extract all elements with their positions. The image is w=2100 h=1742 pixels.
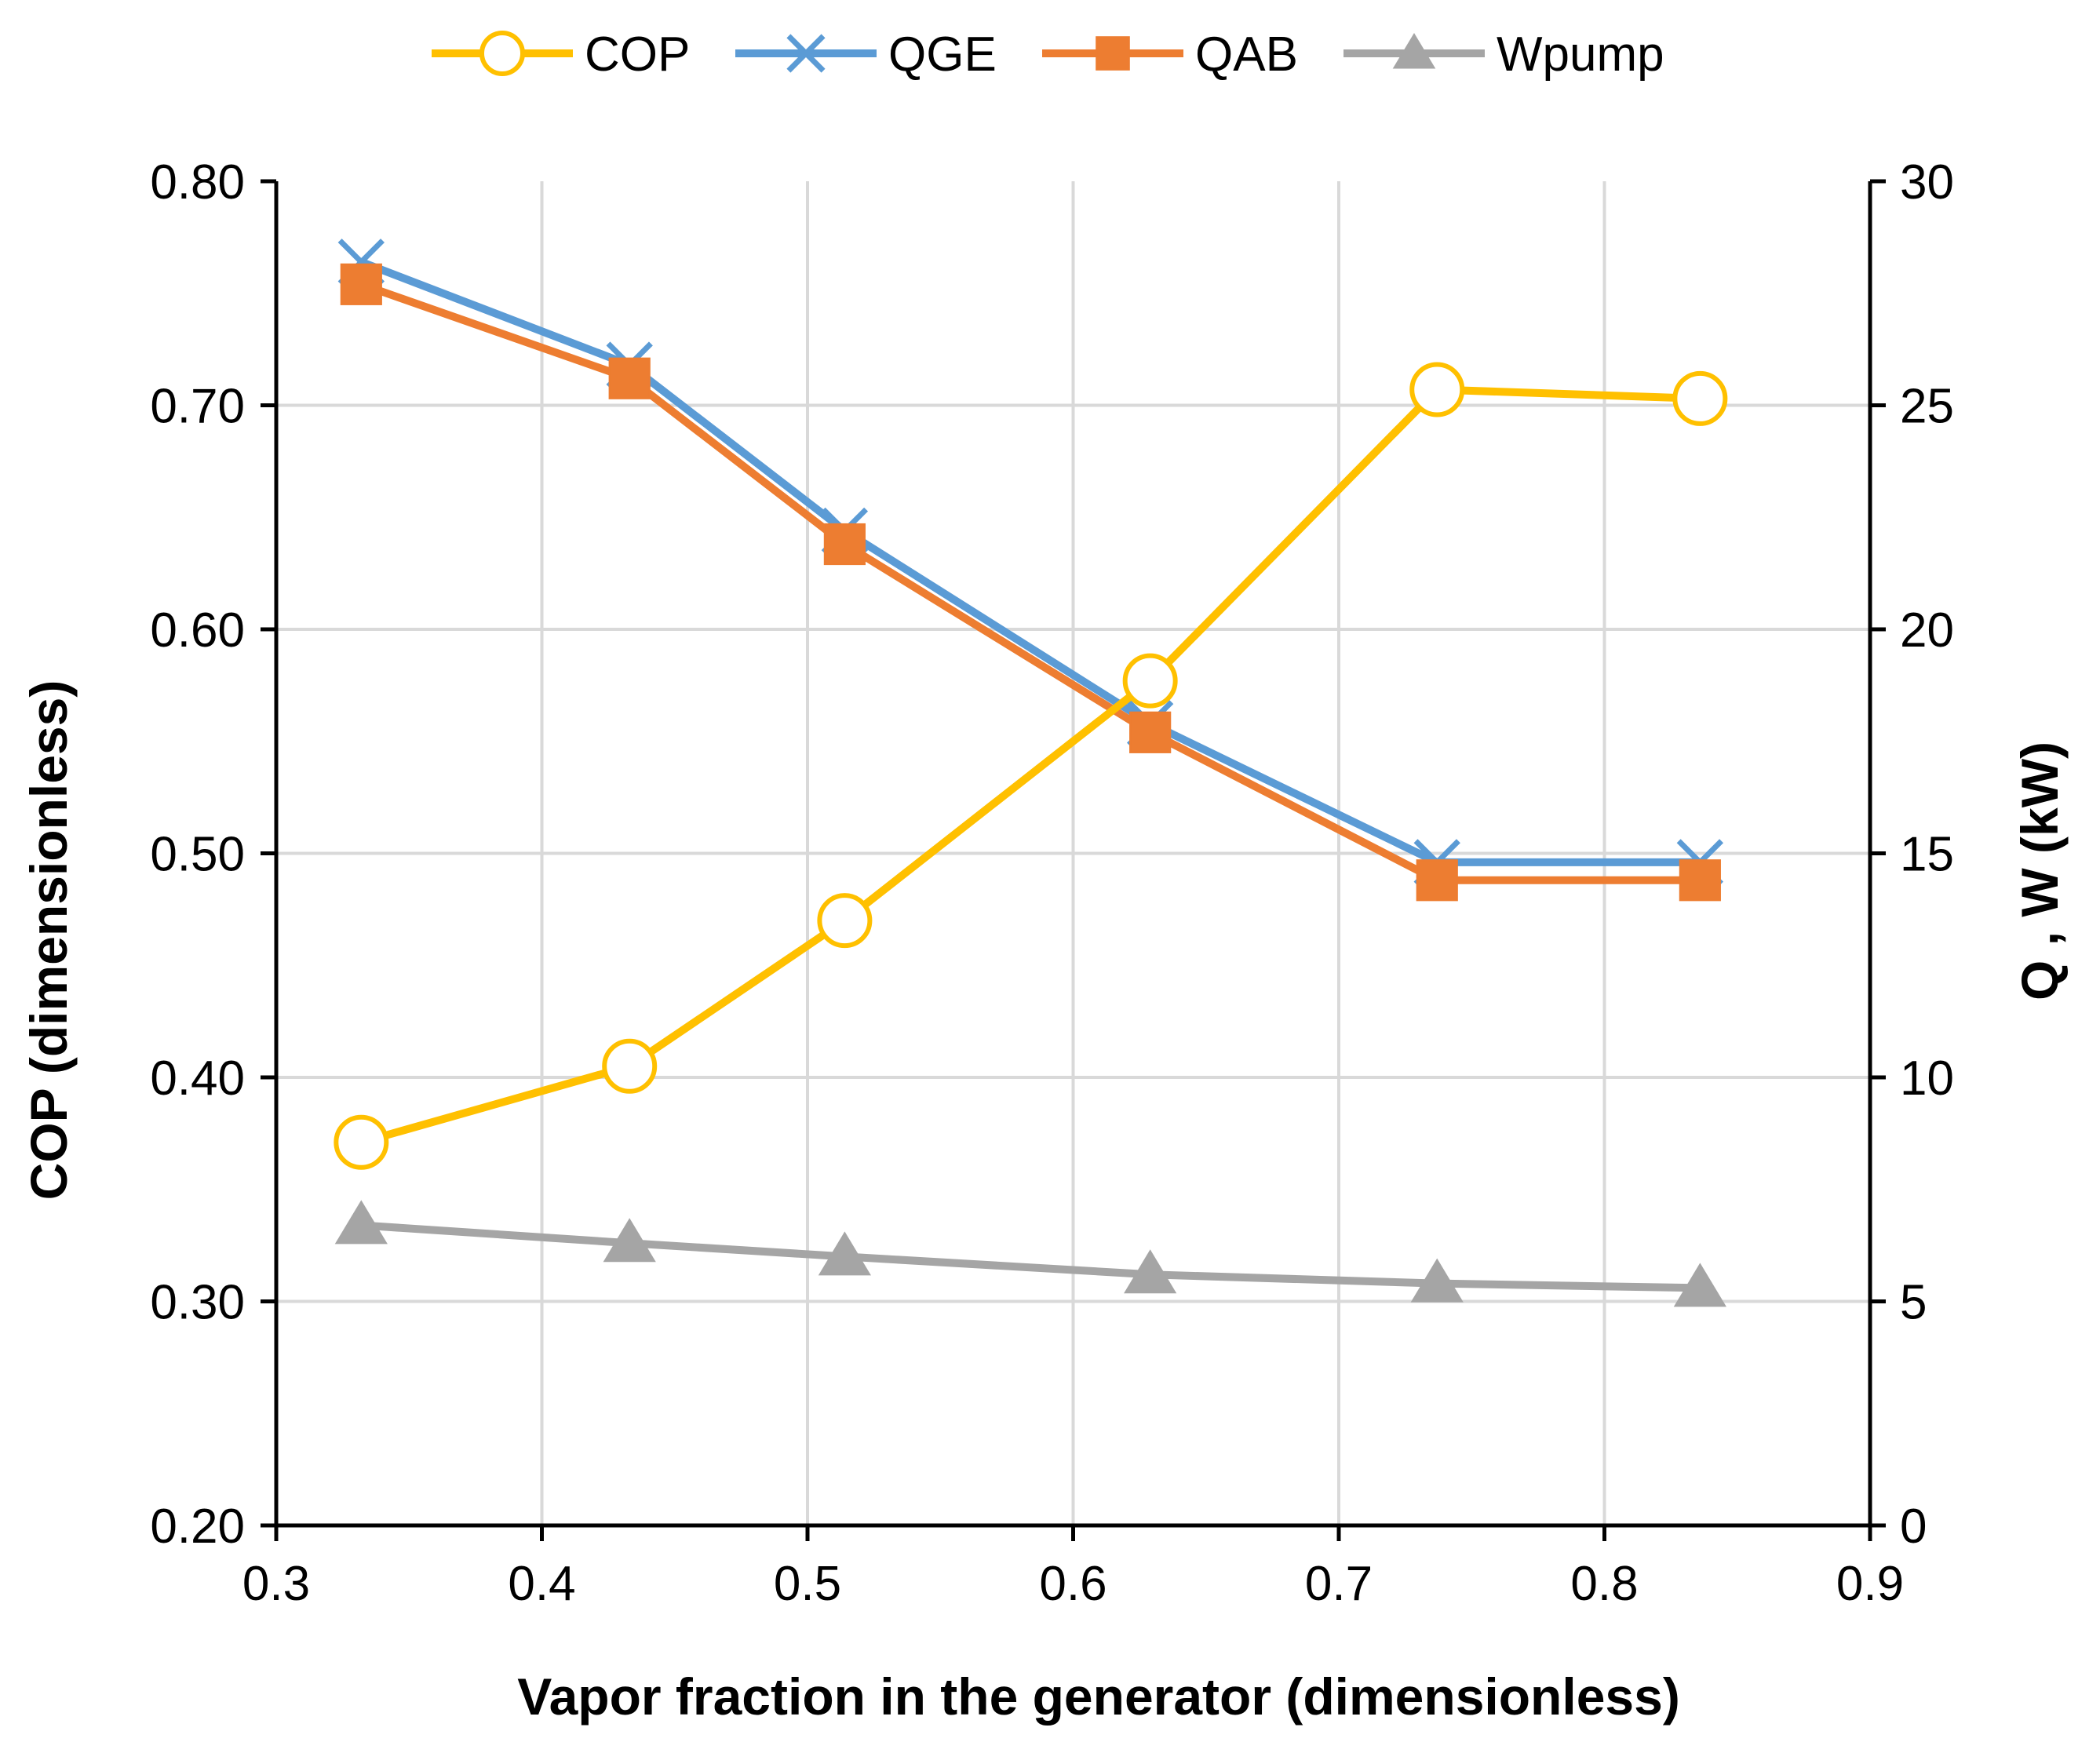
data-point-cop [334,1114,389,1170]
data-point-qab [340,263,382,305]
left-y-tick-label: 0.40 [150,1051,245,1106]
series-line-cop [357,385,1704,1146]
data-point-qab [1416,859,1458,902]
x-tick-label: 0.5 [774,1557,841,1611]
legend-marker-cop [479,31,525,76]
data-point-cop [1122,653,1178,709]
x-tick-label: 0.9 [1836,1557,1904,1611]
data-point-qab [1129,711,1172,753]
right-y-axis-title: Q , W (kW) [2011,742,2069,1000]
x-tick-label: 0.8 [1570,1557,1638,1611]
series-line-qge [357,257,1704,866]
right-y-tick-label: 20 [1900,603,1954,658]
data-point-wpump [603,1218,656,1263]
series-wpump [334,1200,1726,1307]
data-point-cop [817,893,873,949]
data-point-wpump [334,1200,388,1245]
x-axis-title: Vapor fraction in the generator (dimensi… [517,1667,1680,1726]
right-y-tick-labels: 0 5 10 15 20 25 30 [1900,155,1954,1554]
series-qge [337,239,1724,886]
left-y-tick-label: 0.20 [150,1500,245,1554]
data-point-wpump [818,1231,871,1276]
x-tick-label: 0.3 [242,1557,310,1611]
x-tick-labels: 0.3 0.4 0.5 0.6 0.7 0.8 0.9 [242,1557,1904,1611]
series-cop [334,362,1728,1170]
legend-label-cop: COP [585,27,690,82]
legend-label-qge: QGE [888,27,997,82]
legend-label-wpump: Wpump [1497,27,1664,82]
right-y-tick-label: 25 [1900,380,1954,434]
right-y-tick-label: 15 [1900,828,1954,882]
left-y-axis-title: COP (dimensionless) [20,680,78,1201]
x-tick-label: 0.4 [508,1557,575,1611]
data-point-wpump [1673,1263,1726,1307]
series-line-wpump [357,1221,1704,1292]
right-y-tick-label: 5 [1900,1276,1927,1330]
series-layer [334,239,1728,1307]
data-point-qab [823,523,866,566]
data-point-qab [1679,859,1721,902]
data-point-wpump [1124,1249,1177,1294]
legend-marker-qge-stroke [786,34,826,73]
legend-marker-qab [1096,36,1130,71]
data-point-cop [1409,362,1465,417]
x-tick-label: 0.7 [1305,1557,1373,1611]
left-y-tick-label: 0.60 [150,603,245,658]
legend-marker-wpump [1392,33,1436,69]
series-qab [340,263,1721,902]
left-y-tick-label: 0.50 [150,828,245,882]
legend-marker-qge [786,34,826,73]
left-y-tick-labels: 0.20 0.30 0.40 0.50 0.60 0.70 0.80 [150,155,245,1554]
right-y-tick-label: 30 [1900,155,1954,210]
data-point-wpump [1410,1258,1464,1303]
legend: COP QGE QAB Wpump [432,27,1664,82]
data-point-qab [608,357,651,399]
left-y-tick-label: 0.80 [150,155,245,210]
legend-item-qab: QAB [1042,27,1298,82]
x-tick-label: 0.6 [1039,1557,1107,1611]
grid [276,181,1870,1525]
legend-item-wpump: Wpump [1343,27,1664,82]
data-point-cop [602,1038,658,1094]
axes [261,179,1886,1541]
right-y-tick-label: 0 [1900,1500,1927,1554]
series-line-qab [357,280,1704,884]
data-point-cop [1672,370,1728,426]
right-y-tick-label: 10 [1900,1051,1954,1106]
left-y-tick-label: 0.30 [150,1276,245,1330]
legend-item-qge: QGE [735,27,997,82]
legend-label-qab: QAB [1195,27,1298,82]
left-y-tick-label: 0.70 [150,380,245,434]
legend-item-cop: COP [432,27,690,82]
